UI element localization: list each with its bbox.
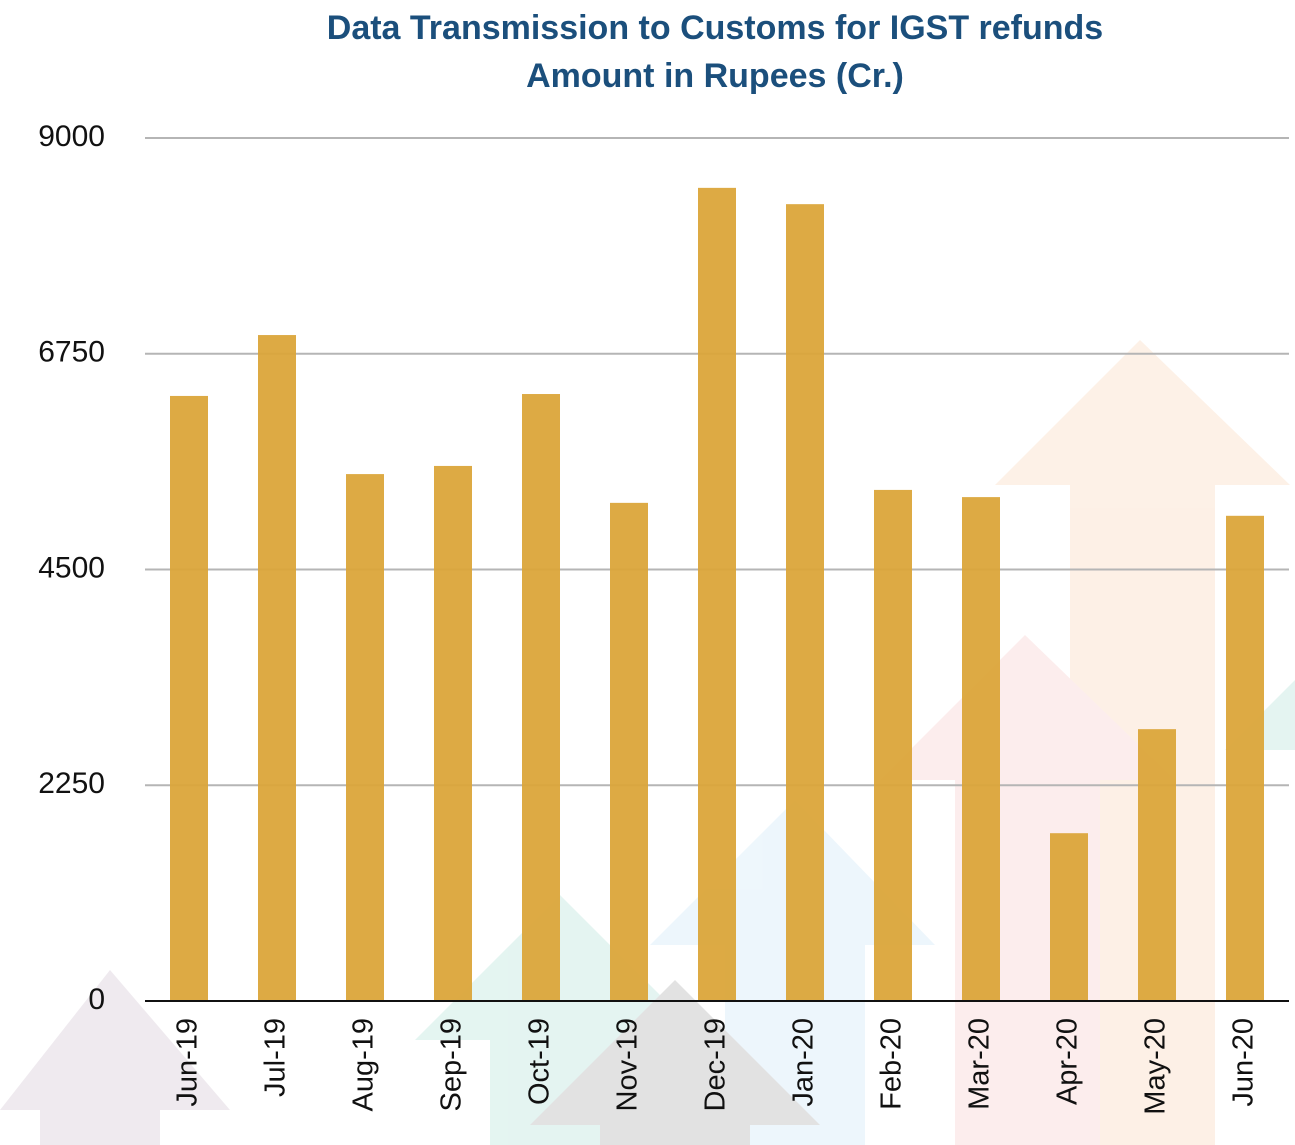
bar xyxy=(874,489,912,1001)
bar xyxy=(1138,729,1176,1001)
bar xyxy=(522,394,560,1002)
bar xyxy=(1050,833,1088,1001)
bar xyxy=(610,502,648,1001)
x-tick-label: Jun-19 xyxy=(172,1018,204,1107)
bar xyxy=(346,474,384,1001)
bar xyxy=(170,395,208,1001)
chart-title: Data Transmission to Customs for IGST re… xyxy=(327,9,1103,47)
bar xyxy=(786,204,824,1001)
x-tick-label: Feb-20 xyxy=(876,1018,908,1110)
bar xyxy=(962,497,1000,1001)
bar xyxy=(434,465,472,1001)
y-tick-label: 2250 xyxy=(38,767,105,800)
y-tick-label: 6750 xyxy=(38,336,105,369)
x-tick-label: Oct-19 xyxy=(524,1018,556,1105)
x-tick-label: May-20 xyxy=(1140,1018,1172,1115)
bar xyxy=(1226,515,1264,1001)
bar xyxy=(258,335,296,1002)
y-tick-label: 9000 xyxy=(38,120,105,153)
x-tick-label: Apr-20 xyxy=(1052,1018,1084,1105)
x-tick-label: Sep-19 xyxy=(436,1018,468,1112)
chart-subtitle: Amount in Rupees (Cr.) xyxy=(526,57,904,95)
x-tick-label: Nov-19 xyxy=(612,1018,644,1112)
x-tick-label: Jan-20 xyxy=(788,1018,820,1107)
y-tick-label: 4500 xyxy=(38,551,105,584)
x-tick-label: Mar-20 xyxy=(964,1018,996,1110)
x-tick-label: Jun-20 xyxy=(1228,1018,1260,1107)
x-tick-label: Dec-19 xyxy=(700,1018,732,1112)
bar xyxy=(698,187,736,1001)
x-tick-label: Jul-19 xyxy=(260,1018,292,1097)
x-tick-label: Aug-19 xyxy=(348,1018,380,1112)
y-tick-label: 0 xyxy=(88,983,105,1016)
